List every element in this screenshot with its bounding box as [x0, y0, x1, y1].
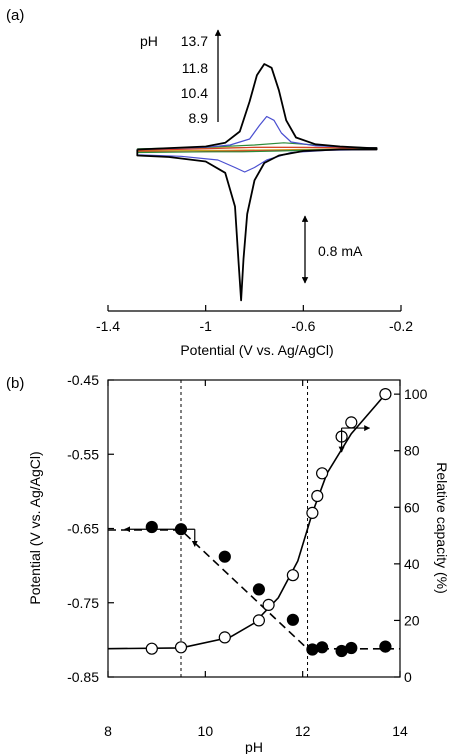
capacity-point — [252, 614, 265, 627]
capacity-point — [262, 598, 275, 612]
ph-prefix: pH — [140, 33, 158, 49]
potential-point — [316, 641, 329, 654]
y2-tick-label-b: 40 — [404, 556, 420, 572]
y-tick-label-b: -0.65 — [67, 521, 99, 537]
y2-tick-label-b: 0 — [404, 669, 412, 685]
y-axis-label-b: Potential (V vs. Ag/AgCl) — [27, 451, 43, 604]
capacity-fit-line — [107, 393, 387, 650]
x-tick-label-a: -0.2 — [389, 318, 413, 334]
y-tick-label-b: -0.55 — [67, 446, 99, 462]
y2-tick-label-b: 60 — [404, 499, 420, 515]
ticks-b: 8 10 12 14 -0.85 -0.75 -0.65 -0.55 -0.45 0 20 40 60 8… — [67, 372, 427, 739]
ph-value-2: 11.8 — [182, 60, 208, 76]
x-ticks-a: -1.4 -1 -0.6 -0.2 — [96, 305, 413, 334]
x-tick-label-b: 8 — [104, 723, 112, 739]
cv-curves — [136, 63, 378, 302]
potential-point — [218, 550, 231, 563]
y-tick-label-b: -0.75 — [67, 595, 99, 611]
potential-point — [345, 641, 358, 655]
scale-bar-label: 0.8 mA — [318, 243, 363, 259]
scale-bar: 0.8 mA — [301, 215, 363, 284]
x-tick-label-b: 10 — [198, 723, 214, 739]
capacity-point — [145, 642, 158, 655]
x-tick-label-a: -1 — [199, 318, 212, 334]
axis-arrows — [124, 425, 371, 547]
potential-point — [379, 640, 392, 653]
capacity-point — [345, 416, 358, 429]
potential-point — [145, 520, 158, 534]
capacity-point — [174, 641, 188, 654]
data-points — [145, 388, 392, 658]
x-tick-label-b: 12 — [295, 723, 311, 739]
panel-b: (b) 8 10 12 14 -0.85 -0.75 -0.65 -0.55 -0.45 0 20 4… — [6, 372, 450, 754]
panel-a-label: (a) — [6, 7, 24, 24]
ph-value-4: 8.9 — [189, 110, 209, 126]
capacity-point — [311, 489, 324, 503]
y-tick-label-b: -0.45 — [67, 372, 99, 388]
ph-value-1: 13.7 — [181, 33, 208, 49]
capacity-point — [379, 388, 392, 401]
ph-value-3: 10.4 — [181, 85, 208, 101]
x-tick-label-b: 14 — [392, 723, 408, 739]
x-tick-label-a: -1.4 — [96, 318, 120, 334]
y2-tick-label-b: 100 — [404, 386, 428, 402]
ph-annotation: pH 13.7 11.8 10.4 8.9 — [140, 29, 222, 126]
capacity-point — [316, 467, 329, 480]
potential-point — [252, 583, 265, 596]
y2-tick-label-b: 80 — [404, 443, 420, 459]
cv-curve-1 — [136, 63, 378, 302]
y2-tick-label-b: 20 — [404, 612, 420, 628]
panel-b-label: (b) — [6, 375, 24, 392]
x-axis-label-a: Potential (V vs. Ag/AgCl) — [180, 342, 333, 358]
y-tick-label-b: -0.85 — [67, 669, 99, 685]
y2-axis-label-b: Relative capacity (%) — [434, 462, 450, 594]
capacity-point — [306, 506, 319, 520]
panel-a: (a) -1.4 -1 -0.6 -0.2 Potential (V vs. Ag/A… — [6, 7, 413, 358]
capacity-point — [218, 631, 231, 644]
capacity-point — [286, 569, 299, 582]
reference-lines — [180, 380, 309, 677]
x-axis-label-b: pH — [245, 739, 263, 754]
x-tick-label-a: -0.6 — [291, 318, 315, 334]
potential-point — [286, 613, 299, 626]
